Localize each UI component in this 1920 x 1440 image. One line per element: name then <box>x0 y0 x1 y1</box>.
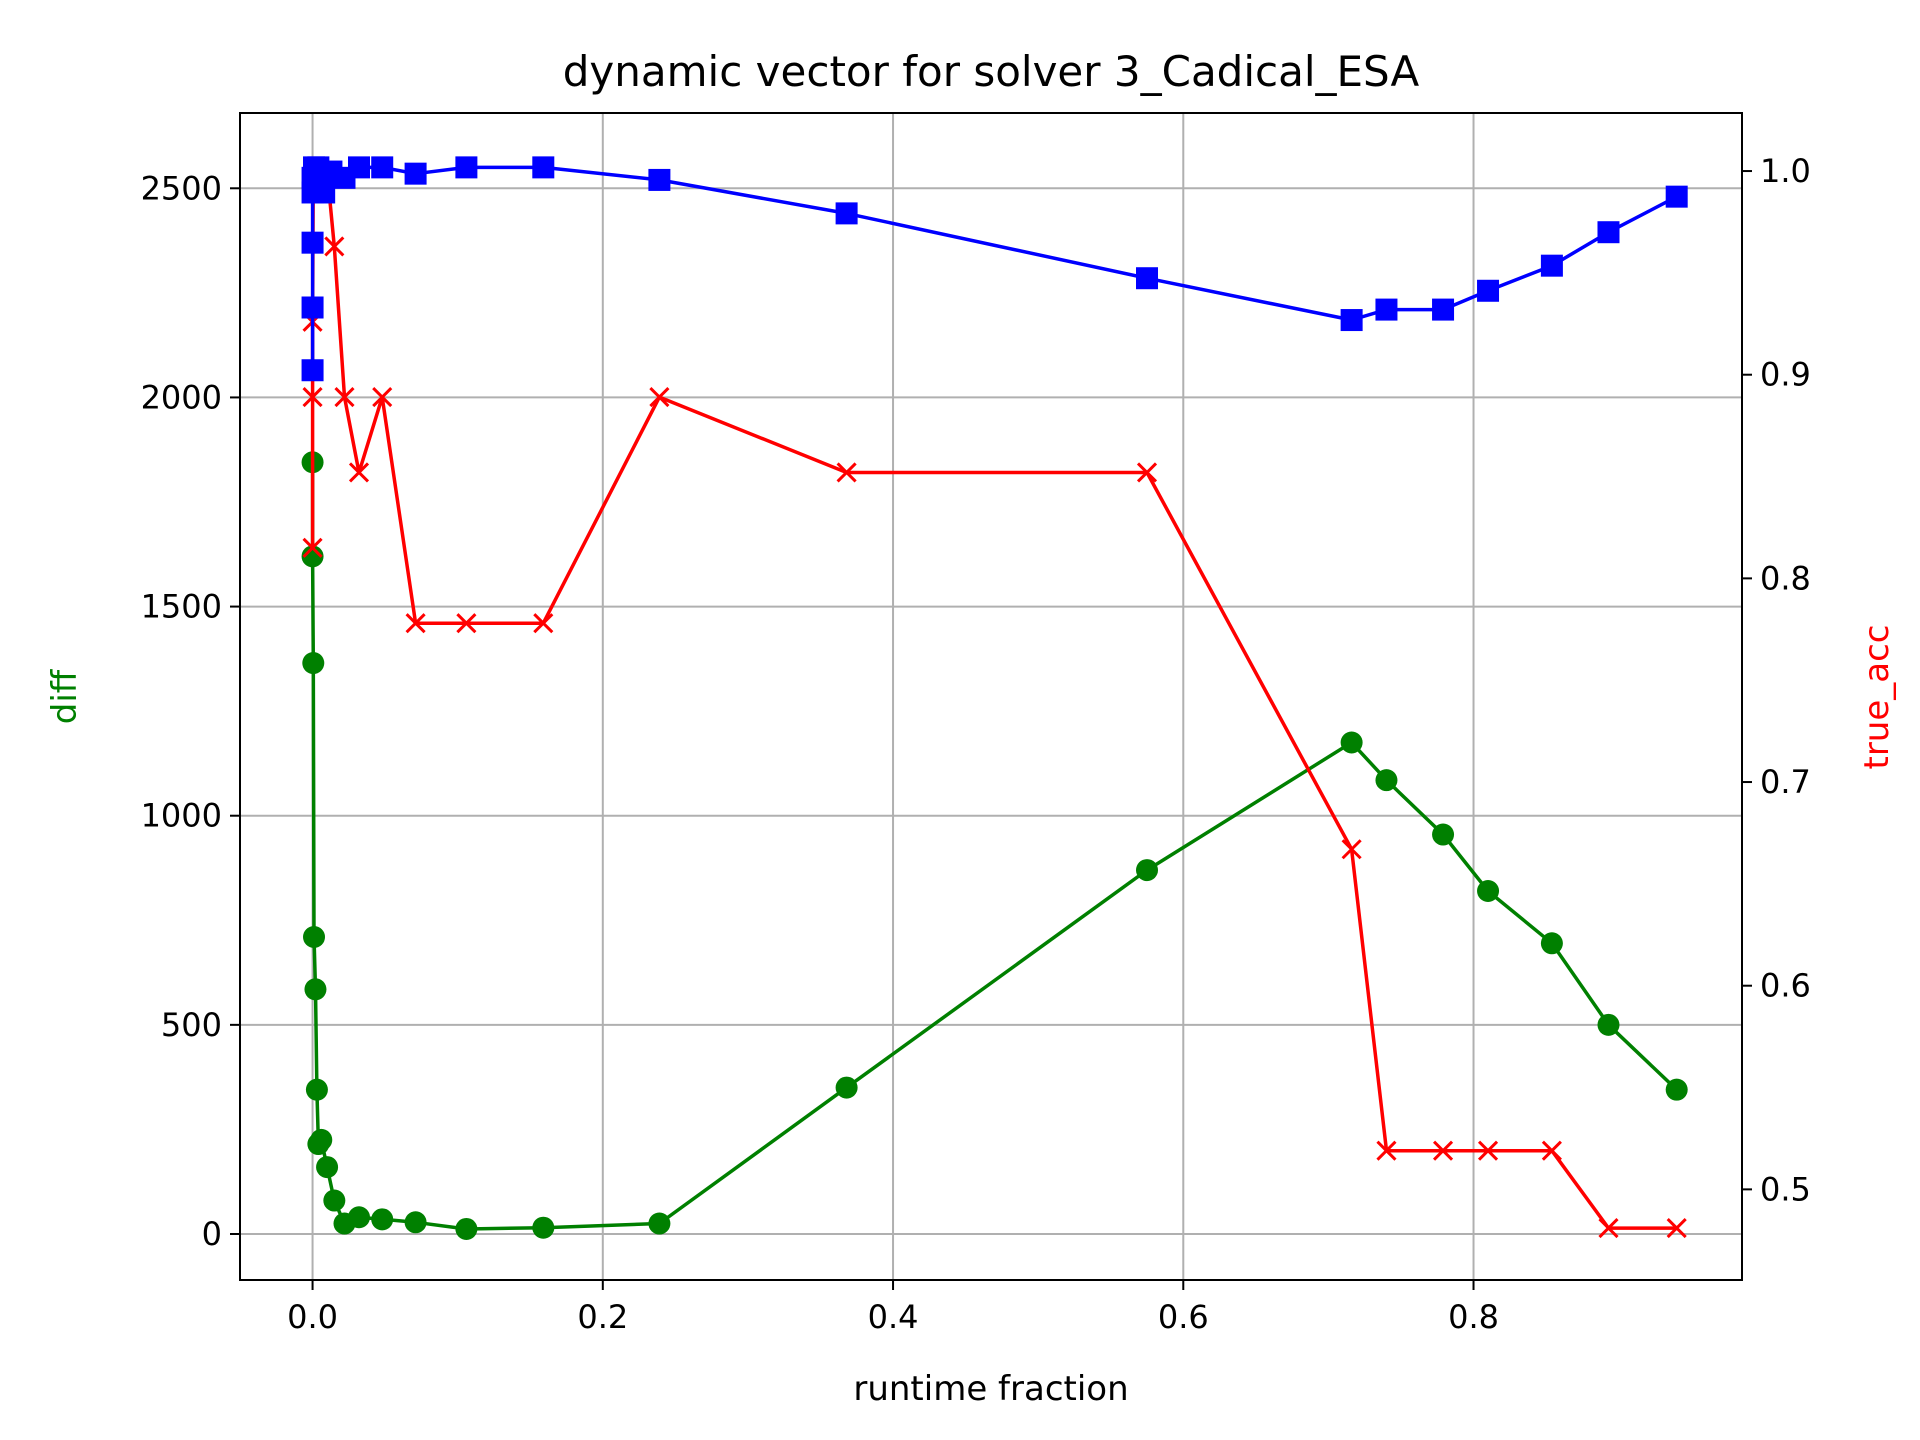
y-axis-label-left: diff <box>45 668 85 724</box>
data-point-diff <box>1477 880 1500 902</box>
x-tick-label: 0.0 <box>287 1298 338 1336</box>
y-right-tick-label: 0.6 <box>1760 967 1811 1005</box>
x-tick-label: 0.8 <box>1448 1298 1499 1336</box>
data-point-true_acc <box>456 613 477 634</box>
data-point-third <box>1665 185 1688 208</box>
data-point-third <box>1432 298 1455 321</box>
y-left-tick-label: 500 <box>161 1006 222 1044</box>
data-point-third <box>835 202 858 225</box>
data-point-true_acc <box>1666 1218 1687 1239</box>
data-point-diff <box>404 1211 427 1234</box>
data-point-third <box>532 156 555 179</box>
data-point-true_acc <box>836 462 857 483</box>
data-point-diff <box>1540 932 1563 955</box>
data-point-third <box>404 162 427 185</box>
data-point-true_acc <box>1376 1140 1397 1161</box>
series-layer <box>301 156 1688 1240</box>
series-line-diff <box>310 462 1678 1231</box>
data-point-true_acc <box>1477 1140 1499 1161</box>
data-point-diff <box>301 545 324 568</box>
y-left-tick-label: 1500 <box>141 588 222 626</box>
data-point-true_acc <box>1541 1140 1562 1161</box>
data-point-third <box>301 296 324 319</box>
grid-layer <box>240 113 1742 1280</box>
data-point-true_acc <box>334 387 355 408</box>
data-point-true_acc <box>372 387 393 408</box>
x-tick-label: 0.2 <box>577 1298 628 1336</box>
data-point-third <box>1597 221 1620 244</box>
x-tick-label: 0.4 <box>868 1298 919 1336</box>
data-point-third <box>1136 267 1159 290</box>
y-axis-label-right: true_acc <box>1857 625 1897 770</box>
data-point-third <box>1477 279 1500 302</box>
data-point-diff <box>310 1128 333 1151</box>
data-point-diff <box>323 1189 346 1212</box>
data-point-diff <box>303 926 326 949</box>
data-point-diff <box>1665 1078 1688 1101</box>
data-point-true_acc <box>405 613 426 634</box>
data-point-diff <box>316 1156 339 1179</box>
y-left-tick-label: 0 <box>202 1215 222 1253</box>
data-point-diff <box>532 1216 555 1239</box>
data-point-diff <box>1432 823 1455 846</box>
data-point-true_acc <box>1432 1140 1454 1161</box>
x-tick-label: 0.6 <box>1158 1298 1209 1336</box>
chart-title: dynamic vector for solver 3_Cadical_ESA <box>563 47 1420 96</box>
data-point-true_acc <box>324 236 345 257</box>
data-point-true_acc <box>302 387 323 408</box>
data-point-true_acc <box>348 462 370 483</box>
data-point-diff <box>1375 769 1398 792</box>
data-point-third <box>455 156 478 179</box>
data-point-true_acc <box>1598 1218 1619 1239</box>
data-point-third <box>371 156 394 179</box>
data-point-diff <box>1136 859 1159 882</box>
y-left-tick-label: 1000 <box>141 797 222 835</box>
y-right-tick-label: 1.0 <box>1760 152 1811 190</box>
x-axis-label: runtime fraction <box>853 1369 1128 1409</box>
y-left-tick-label: 2000 <box>141 378 222 416</box>
data-point-third <box>301 231 324 254</box>
data-point-diff <box>455 1217 478 1240</box>
plot-frame <box>239 112 1743 1281</box>
data-point-true_acc <box>302 537 323 558</box>
data-point-true_acc <box>1341 839 1362 860</box>
ticks-layer: 0.0 0.2 0.4 0.6 0.8 0 500 1000 1500 2000 2500 0.5 0.… <box>141 152 1811 1336</box>
data-point-diff <box>371 1208 394 1231</box>
y-right-tick-label: 0.8 <box>1760 559 1811 597</box>
data-point-diff <box>835 1076 858 1099</box>
y-left-tick-label: 2500 <box>141 169 222 207</box>
data-point-diff <box>302 652 325 675</box>
data-point-true_acc <box>1136 462 1158 483</box>
data-point-true_acc <box>533 613 554 634</box>
data-point-diff <box>347 1206 370 1229</box>
data-point-diff <box>1340 731 1363 754</box>
data-point-third <box>1340 309 1363 332</box>
data-point-third <box>1540 254 1563 277</box>
data-point-third <box>648 168 671 191</box>
data-point-third <box>1375 298 1398 321</box>
data-point-diff <box>1597 1013 1620 1036</box>
data-point-true_acc <box>649 387 670 408</box>
y-right-tick-label: 0.7 <box>1760 763 1811 801</box>
data-point-diff <box>305 1078 328 1101</box>
y-right-tick-label: 0.9 <box>1760 356 1811 394</box>
data-point-diff <box>648 1212 671 1235</box>
data-point-third <box>313 181 336 204</box>
data-point-third <box>347 156 370 179</box>
data-point-third <box>301 359 324 382</box>
y-right-tick-label: 0.5 <box>1760 1170 1811 1208</box>
data-point-diff <box>304 978 327 1001</box>
